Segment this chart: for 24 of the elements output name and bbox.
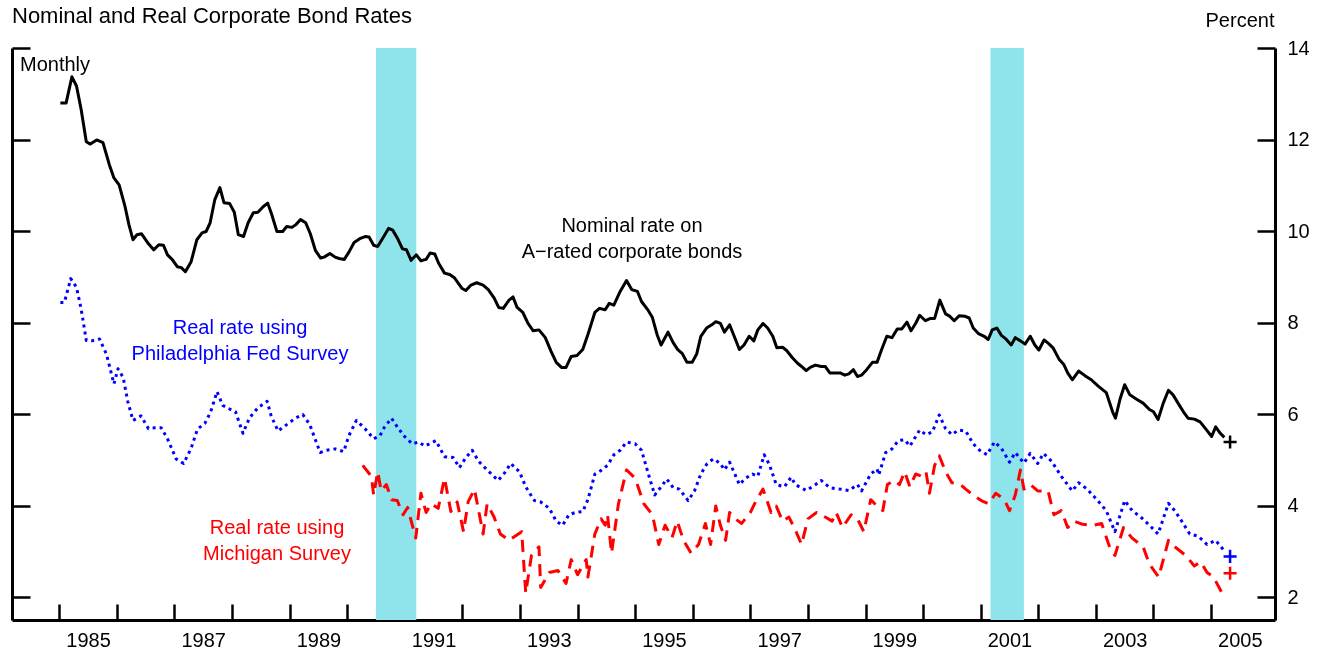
y-tick-label: 14 (1287, 36, 1310, 59)
x-tick-label: 2005 (1218, 628, 1263, 651)
x-tick-label: 2003 (1102, 628, 1148, 651)
text: Percent (1205, 9, 1275, 31)
y-tick-label: 6 (1287, 402, 1299, 425)
x-tick-label: 1993 (527, 628, 572, 651)
x-tick-label: 1987 (181, 628, 226, 651)
x-tick-label: 1991 (411, 628, 457, 651)
chart-title: Nominal and Real Corporate Bond Rates (12, 3, 412, 28)
series-label: Real rate using Philadelphia Fed Survey (131, 316, 349, 364)
y-tick-label: 2 (1287, 585, 1299, 608)
x-tick-label: 1989 (296, 628, 342, 651)
annotation: Monthly (20, 53, 91, 75)
x-tick-label: 1995 (642, 628, 687, 651)
series-label: Nominal rate on A−rated corporate bonds (521, 214, 743, 262)
y-tick-label: 4 (1287, 494, 1299, 517)
x-tick-label: 1997 (757, 628, 802, 651)
series-label: Real rate using Michigan Survey (203, 516, 351, 564)
x-tick-label: 1999 (872, 628, 918, 651)
x-tick-label: 1985 (66, 628, 111, 651)
y-tick-label: 12 (1287, 128, 1310, 151)
y-tick-label: 10 (1287, 219, 1310, 242)
x-tick-label: 2001 (987, 628, 1033, 651)
y-tick-label: 8 (1287, 311, 1299, 334)
